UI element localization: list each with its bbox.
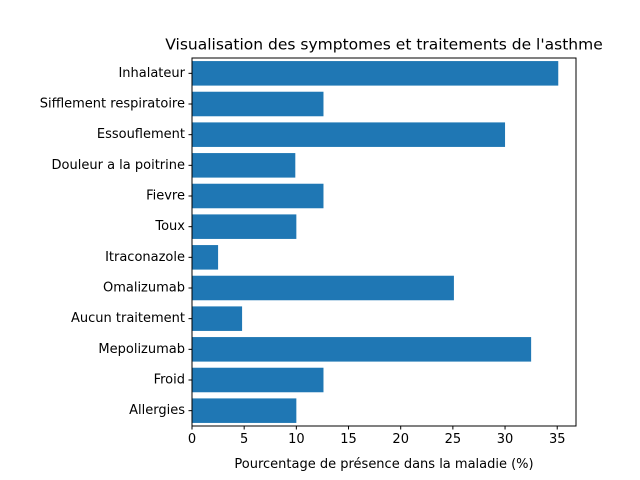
bar-toux — [192, 214, 297, 239]
x-axis-label: Pourcentage de présence dans la maladie … — [234, 457, 533, 472]
y-tick-label: Aucun traitement — [71, 311, 185, 326]
bar-omalizumab — [192, 275, 454, 301]
y-tick-label: Essouflement — [97, 127, 185, 142]
bar-sifflement-respiratoire — [192, 91, 324, 117]
bar-fievre — [192, 183, 324, 209]
y-tick-label: Fievre — [146, 189, 185, 204]
y-tick-label: Inhalateur — [118, 66, 185, 81]
y-tick-label: Itraconazole — [105, 250, 185, 265]
y-axis-ticks: Allergies Froid Mepolizumab Aucun traitemen… — [40, 66, 192, 418]
x-tick-label: 0 — [188, 432, 196, 447]
y-tick-label: Toux — [154, 219, 185, 234]
bar-mepolizumab — [192, 337, 532, 362]
bar-essouflement — [192, 122, 506, 147]
x-tick-label: 15 — [340, 432, 357, 447]
bar-itraconazole — [192, 245, 219, 270]
x-tick-label: 25 — [445, 432, 462, 447]
chart-title: Visualisation des symptomes et traitemen… — [165, 36, 602, 54]
y-tick-label: Allergies — [129, 403, 185, 418]
x-axis-ticks: 0 5 10 15 20 25 30 35 — [188, 426, 566, 447]
y-tick-label: Sifflement respiratoire — [40, 97, 185, 112]
x-tick-label: 35 — [549, 432, 566, 447]
x-tick-label: 5 — [240, 432, 248, 447]
y-tick-label: Froid — [154, 373, 185, 388]
bars-group — [192, 61, 559, 423]
x-tick-label: 30 — [497, 432, 514, 447]
x-tick-label: 10 — [288, 432, 305, 447]
bar-froid — [192, 367, 324, 393]
x-tick-label: 20 — [392, 432, 409, 447]
bar-douleur-a-la-poitrine — [192, 153, 296, 178]
y-tick-label: Douleur a la poitrine — [52, 158, 185, 173]
y-tick-label: Mepolizumab — [98, 342, 185, 357]
plot-frame — [191, 57, 577, 427]
y-tick-label: Omalizumab — [103, 281, 185, 296]
bar-allergies — [192, 398, 297, 423]
bar-inhalateur — [192, 61, 559, 86]
bar-aucun-traitement — [192, 306, 243, 331]
